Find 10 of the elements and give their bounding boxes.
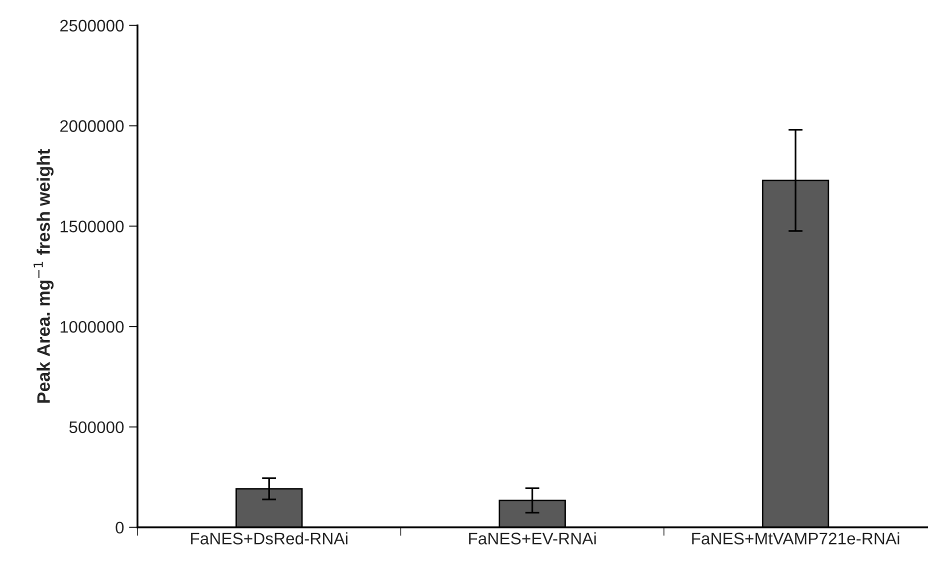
x-tick-label: FaNES+DsRed-RNAi xyxy=(191,532,348,544)
x-tick-label: FaNES+EV-RNAi xyxy=(469,532,596,544)
y-tick-label: 1000000 xyxy=(60,320,124,333)
y-tick-label: 0 xyxy=(116,522,124,534)
y-tick-label: 2500000 xyxy=(60,20,124,32)
y-tick-label: 500000 xyxy=(69,421,124,434)
y-tick-label: 2000000 xyxy=(60,120,124,132)
x-tick-label: FaNES+MtVAMP721e-RNAi xyxy=(692,532,900,544)
y-tick-label: 1500000 xyxy=(60,220,124,232)
y-axis-title: Peak Area. mg$^{−1}$ fresh weight xyxy=(34,149,54,403)
